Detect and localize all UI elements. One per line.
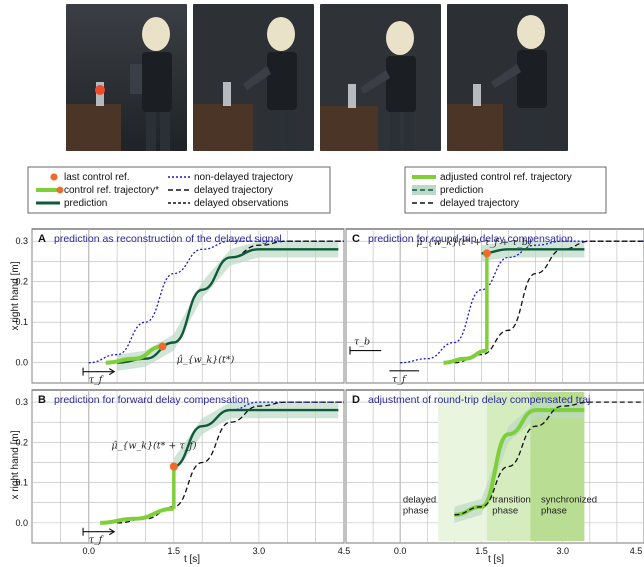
control-ref-trajectory (443, 348, 488, 365)
robot-photo-2 (193, 4, 314, 151)
legend-item: prediction (64, 198, 107, 209)
x-tick-label: 3.0 (556, 546, 569, 556)
last-control-ref-dot (482, 249, 491, 258)
tau-f-label: τ_f (89, 375, 104, 386)
legend-item: control ref. trajectory* (64, 185, 159, 196)
x-tick-label: 4.5 (338, 546, 351, 556)
legend-item: delayed trajectory (194, 185, 273, 196)
y-tick-label: 0.1 (15, 317, 28, 327)
phase-label: phase (403, 506, 429, 517)
annotation-label: μ̂_{w_k}(t* + τ_f) (111, 440, 196, 451)
legend-item: delayed trajectory (440, 198, 519, 209)
panel-title: prediction as reconstruction of the dela… (54, 233, 282, 245)
panel-letter: B (38, 394, 46, 406)
phase-label: phase (541, 506, 567, 517)
last-control-ref-dot (158, 342, 167, 351)
panel-letter: A (38, 233, 46, 245)
tau-f-label: τ_f (392, 374, 407, 385)
legend-left: last control ref. control ref. trajector… (27, 166, 331, 214)
control-ref-trajectory (100, 506, 174, 525)
tau-f-label: τ_f (89, 535, 104, 546)
phase-label: delayed (403, 495, 436, 506)
panel-title: prediction for forward delay compensatio… (54, 394, 249, 406)
robot-photo-4 (447, 4, 568, 151)
legend-orange-dot (50, 173, 58, 181)
delayed-trajectory-line (117, 401, 344, 524)
y-tick-label: 0.0 (15, 518, 28, 528)
prediction-band (454, 402, 585, 523)
y-tick-label: 0.1 (15, 478, 28, 488)
prediction-band (117, 241, 339, 371)
phase-label: phase (492, 506, 518, 517)
robot-photo-3 (320, 4, 441, 151)
last-control-ref-dot (169, 462, 178, 471)
x-tick-label: 4.5 (630, 546, 643, 556)
annotation-label: μ̂_{w_k}(t* + τ_f + τ_b) (416, 237, 532, 248)
legend-item: prediction (440, 185, 483, 196)
legend-item: delayed observations (194, 198, 289, 209)
y-tick-label: 0.2 (15, 437, 28, 447)
legend-item: non-delayed trajectory (194, 172, 293, 183)
x-tick-label: 1.5 (475, 546, 488, 556)
panel-title: adjustment of round-trip delay compensat… (368, 394, 590, 406)
panel-letter: C (352, 233, 360, 245)
x-axis-label-left: t [s] (184, 554, 200, 565)
panel-title: prediction for round-trip delay compensa… (368, 233, 573, 245)
phase-label: synchronized (541, 495, 597, 506)
annotation-label: μ̂_{w_k}(t*) (177, 355, 235, 366)
prediction-line (173, 408, 339, 468)
prediction-band (481, 241, 585, 262)
prediction-line (481, 248, 585, 255)
photo-strip (0, 0, 644, 160)
y-tick-label: 0.2 (15, 277, 28, 287)
non-delayed-trajectory-line (88, 240, 344, 364)
x-tick-label: 0.0 (82, 546, 95, 556)
legend-right: adjusted control ref. trajectory predict… (404, 166, 607, 214)
y-tick-label: 0.0 (15, 358, 28, 368)
y-axis-label-bottom: x right hand [m] (10, 430, 21, 499)
tau-f-arrowhead (108, 528, 116, 536)
y-tick-label: 0.3 (15, 397, 28, 407)
y-axis-label-top: x right hand [m] (10, 261, 21, 330)
panel-letter: D (352, 394, 360, 406)
prediction-line (117, 248, 339, 364)
non-delayed-trajectory-line (400, 240, 644, 364)
tau-f-arrowhead (108, 368, 116, 376)
y-tick-label: 0.3 (15, 236, 28, 246)
delayed-trajectory-line (454, 240, 644, 364)
phase-label: transition (492, 495, 531, 506)
delayed-trajectory-line (454, 401, 644, 516)
robot-photo-1 (66, 4, 187, 151)
x-tick-label: 0.0 (394, 546, 407, 556)
x-axis-label-right: t [s] (488, 554, 504, 565)
control-ref-trajectory (105, 344, 163, 365)
x-tick-label: 3.0 (253, 546, 266, 556)
legend-item: adjusted control ref. trajectory (440, 172, 572, 183)
tau-b-label: τ_b (354, 337, 370, 348)
x-tick-label: 1.5 (168, 546, 181, 556)
legend-item: last control ref. (64, 172, 130, 183)
